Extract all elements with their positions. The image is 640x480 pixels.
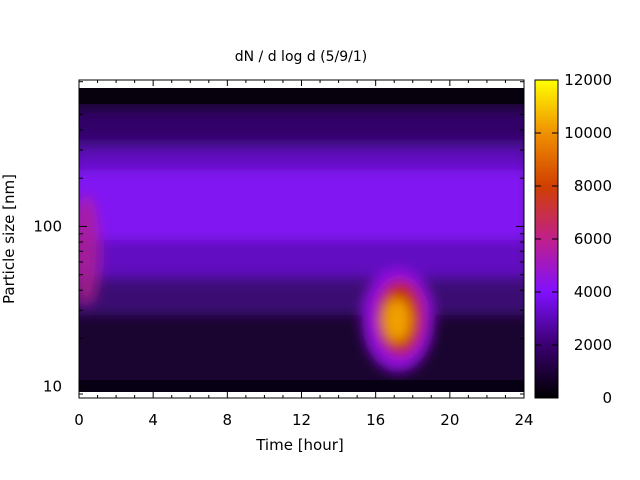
- x-tick-label: 4: [148, 411, 158, 429]
- colorbar-tick-label: 8000: [574, 177, 612, 195]
- colorbar-tick-label: 10000: [564, 124, 612, 142]
- x-tick-label: 20: [440, 411, 459, 429]
- x-tick-label: 0: [74, 411, 84, 429]
- x-tick-label: 12: [292, 411, 311, 429]
- heatmap-early-mode: [79, 195, 100, 305]
- x-tick-label: 24: [514, 411, 533, 429]
- colorbar-tick-label: 6000: [574, 230, 612, 248]
- heatmap-top-edge: [79, 88, 524, 104]
- heatmap-burst-inner: [383, 298, 411, 342]
- heatmap-upper-fade: [79, 110, 524, 150]
- y-tick-label: 10: [43, 378, 62, 396]
- heatmap-accumulation-core: [79, 170, 524, 240]
- y-axis-title: Particle size [nm]: [0, 174, 18, 304]
- x-tick-label: 16: [366, 411, 385, 429]
- colorbar-tick-label: 4000: [574, 283, 612, 301]
- colorbar-tick-label: 2000: [574, 336, 612, 354]
- y-axis: 10 100: [33, 81, 524, 396]
- colorbar-tick-label: 12000: [564, 71, 612, 89]
- x-axis-title: Time [hour]: [255, 436, 344, 454]
- x-tick-label: 8: [223, 411, 233, 429]
- heatmap: [79, 88, 524, 392]
- colorbar-axis: 0 2000 4000 6000 8000 10000 12000: [535, 71, 612, 407]
- y-tick-label: 100: [33, 217, 62, 235]
- heatmap-lower-fade: [79, 275, 524, 315]
- heatmap-bottom-edge: [79, 380, 524, 392]
- x-axis: 0 4 8 12 16 20 24: [74, 80, 534, 429]
- chart-title: dN / d log d (5/9/1): [235, 49, 368, 65]
- colorbar-tick-label: 0: [602, 389, 612, 407]
